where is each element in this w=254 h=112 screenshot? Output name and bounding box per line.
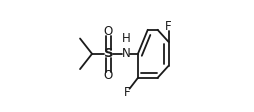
Text: H: H: [121, 32, 130, 45]
Text: F: F: [124, 86, 130, 99]
Text: O: O: [104, 69, 113, 82]
Text: S: S: [104, 47, 113, 60]
Text: F: F: [165, 20, 172, 33]
Text: N: N: [121, 47, 130, 60]
Text: O: O: [104, 25, 113, 38]
